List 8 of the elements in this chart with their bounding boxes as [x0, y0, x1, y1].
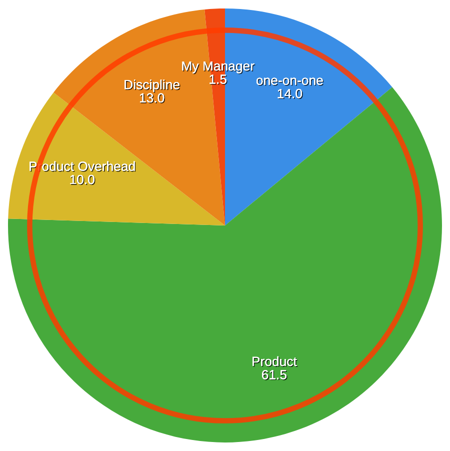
slice-label: Product — [252, 356, 298, 367]
data-label: 61.5 — [262, 370, 288, 380]
slice-label: one-on-one — [256, 78, 324, 86]
data-label: 13.0 — [140, 93, 165, 104]
data-label: 14.0 — [278, 88, 303, 100]
slice-label: Product Overhead — [30, 161, 136, 172]
data-label: 10.0 — [70, 174, 96, 186]
slice-label: Discipline — [124, 80, 180, 93]
